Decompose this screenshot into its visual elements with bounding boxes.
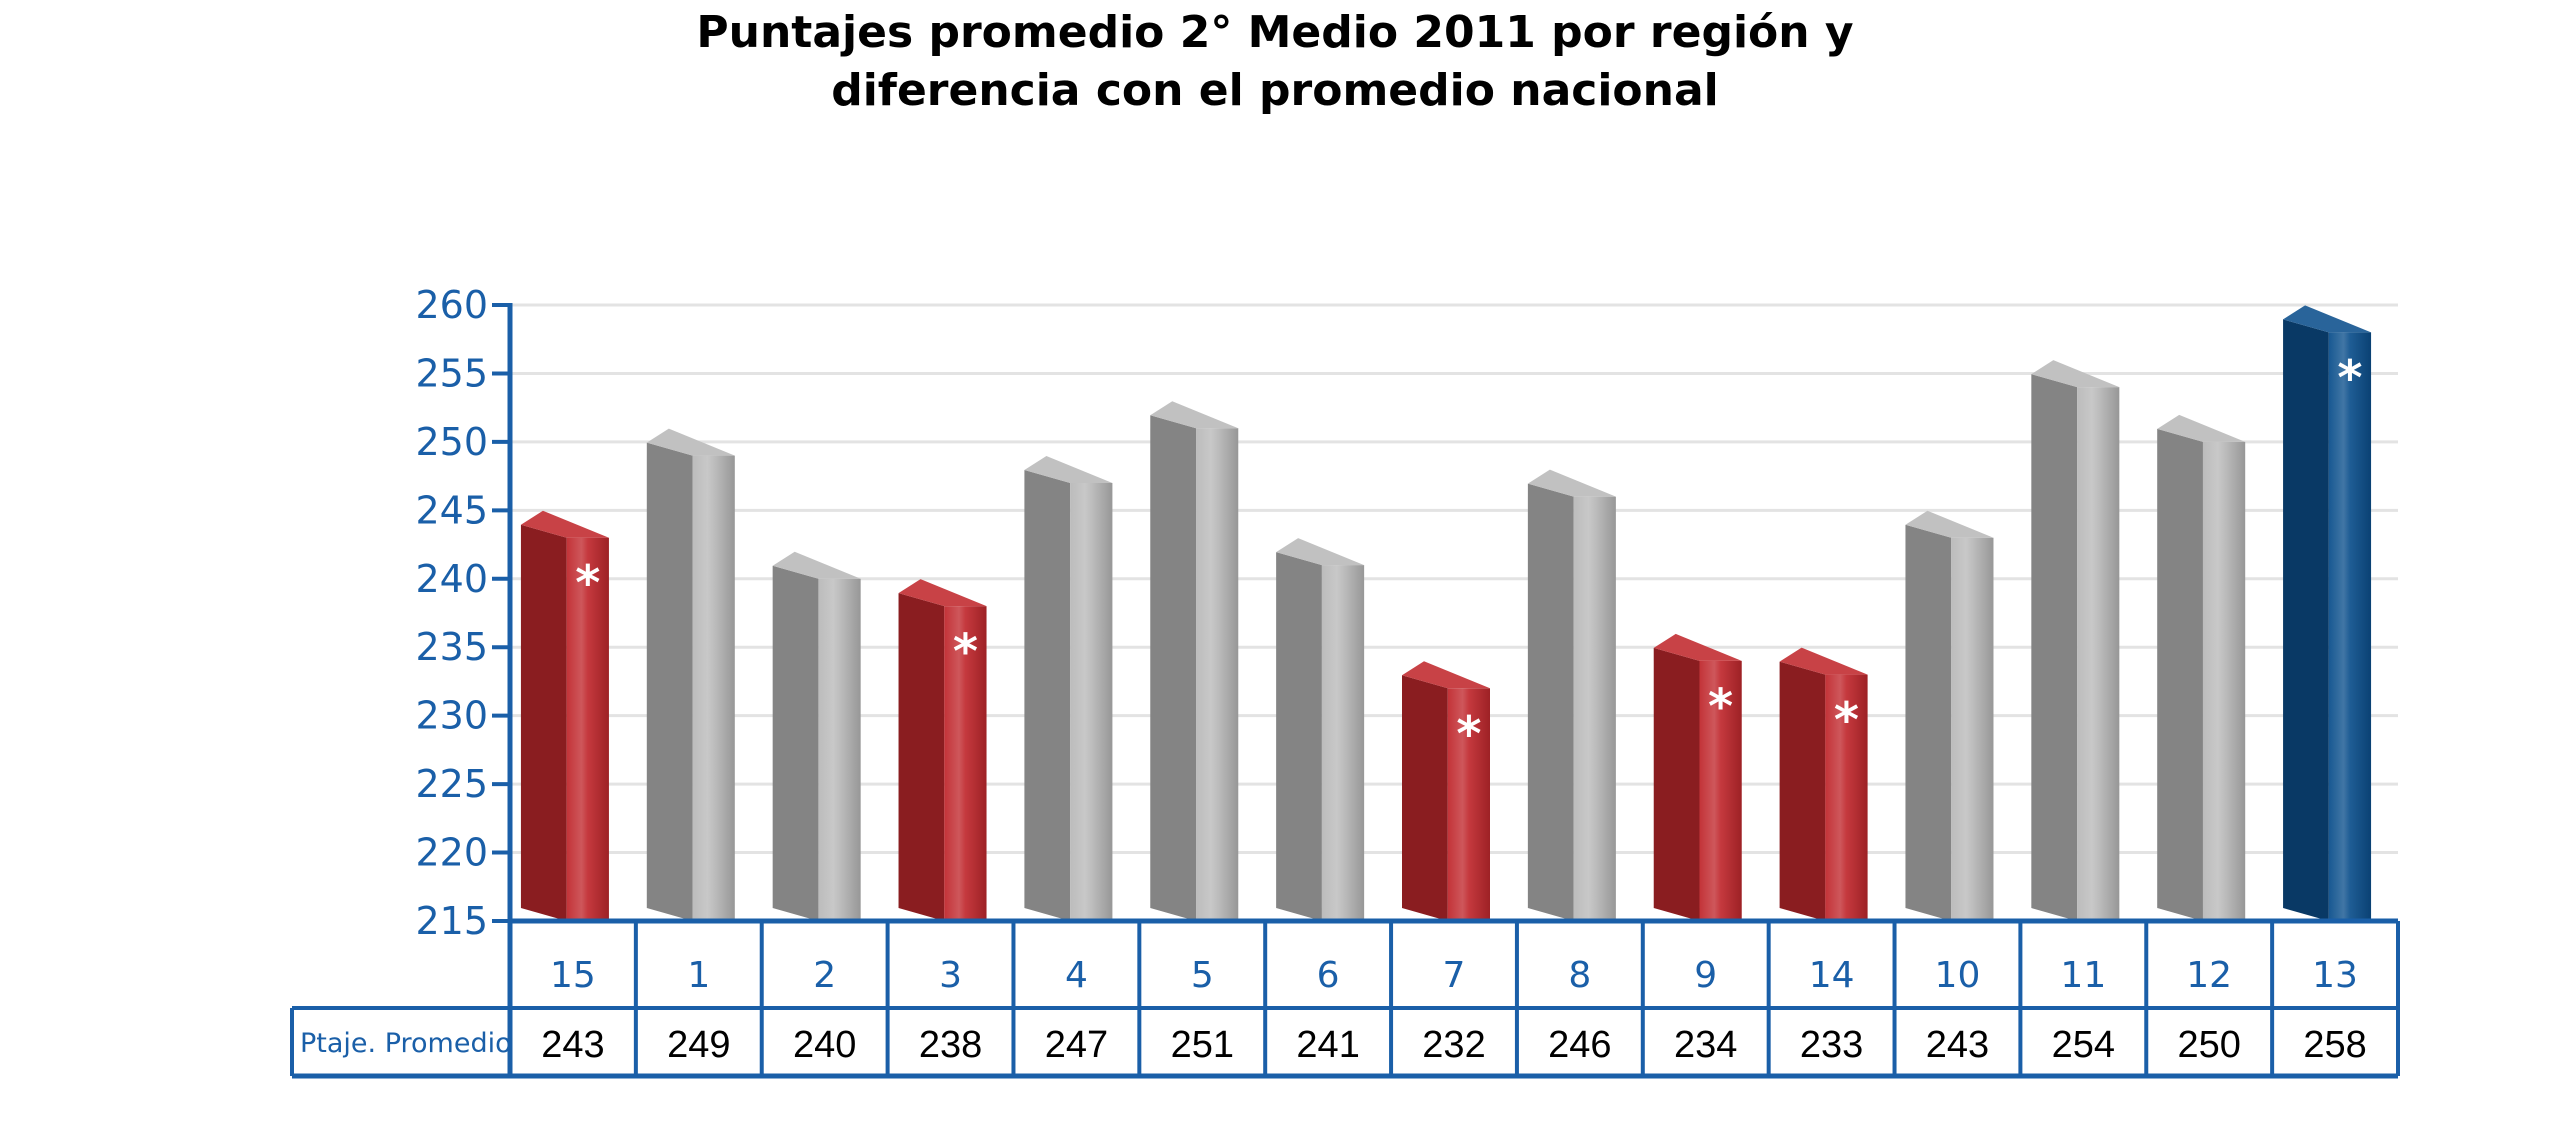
chart-title: Puntajes promedio 2° Medio 2011 por regi… (0, 4, 2550, 120)
data-table-value: 234 (1674, 1024, 1737, 1066)
bar-side (1276, 552, 1322, 921)
bar (2328, 332, 2372, 921)
bar-top (2157, 414, 2246, 442)
y-tick-label: 225 (415, 762, 488, 806)
y-tick-label: 215 (415, 899, 488, 943)
data-table-value: 238 (919, 1024, 982, 1066)
bar-top (1150, 401, 1239, 429)
bar-side (1024, 469, 1071, 921)
x-category-label: 6 (1317, 955, 1340, 996)
bar (944, 606, 987, 921)
chart-title-line-1: Puntajes promedio 2° Medio 2011 por regi… (696, 7, 1854, 58)
bar (692, 455, 735, 921)
bar-top (772, 551, 861, 579)
bar-top (1024, 455, 1113, 483)
table-row-label: Ptaje. Promedio (300, 1028, 512, 1059)
bar-side (646, 442, 693, 921)
y-tick-label: 240 (415, 557, 488, 601)
bar-side (2283, 319, 2329, 921)
bar-top (2283, 305, 2372, 333)
bar (566, 537, 609, 921)
bar (1951, 537, 1994, 921)
bar-side (1779, 661, 1826, 921)
bar-side (1653, 647, 1700, 921)
y-tick-label: 230 (415, 694, 488, 738)
bar-side (898, 593, 945, 921)
x-category-label: 4 (1065, 955, 1088, 996)
x-category-label: 13 (2312, 955, 2358, 996)
bar (1699, 660, 1742, 921)
y-tick-label: 260 (415, 283, 488, 327)
x-category-label: 2 (813, 955, 836, 996)
significance-marker: * (953, 624, 978, 680)
data-table-value: 233 (1800, 1024, 1863, 1066)
bar-top (1527, 469, 1616, 497)
bar-top (646, 428, 735, 456)
y-tick-label: 245 (415, 488, 488, 532)
data-table-value: 247 (1045, 1024, 1108, 1066)
bar-top (2031, 360, 2120, 388)
x-category-label: 7 (1443, 955, 1466, 996)
data-table-value: 258 (2303, 1024, 2366, 1066)
y-tick-label: 250 (415, 420, 488, 464)
bar (1573, 496, 1616, 921)
x-category-label: 3 (939, 955, 962, 996)
significance-marker: * (575, 556, 600, 612)
x-category-label: 8 (1568, 955, 1591, 996)
data-table-value: 241 (1296, 1024, 1359, 1066)
x-category-label: 11 (2060, 955, 2106, 996)
x-category-label: 1 (687, 955, 710, 996)
bar-side (2031, 374, 2078, 922)
data-table-value: 254 (2052, 1024, 2115, 1066)
x-category-label: 9 (1694, 955, 1717, 996)
y-tick-label: 255 (415, 351, 488, 395)
bar (1321, 565, 1365, 921)
x-category-label: 5 (1191, 955, 1214, 996)
y-tick-label: 235 (415, 625, 488, 669)
significance-marker: * (1708, 679, 1733, 735)
data-table-value: 243 (541, 1024, 604, 1066)
bar-side (772, 565, 819, 921)
y-tick-label: 220 (415, 831, 488, 875)
significance-marker: * (1834, 693, 1859, 749)
x-category-label: 14 (1809, 955, 1855, 996)
bar-top (1402, 661, 1490, 689)
significance-marker: * (2337, 350, 2362, 406)
chart-title-line-2: diferencia con el promedio nacional (831, 65, 1719, 116)
bar-top (1653, 633, 1742, 661)
bar (1196, 428, 1239, 921)
data-table-value: 232 (1422, 1024, 1485, 1066)
data-table-value: 249 (667, 1024, 730, 1066)
bar-top (520, 510, 609, 538)
data-table-value: 243 (1926, 1024, 1989, 1066)
bar-side (1905, 524, 1952, 921)
x-category-label: 10 (1935, 955, 1981, 996)
bar (818, 578, 861, 921)
bar-top (1905, 510, 1994, 538)
data-table-value: 240 (793, 1024, 856, 1066)
bar (2202, 441, 2246, 921)
data-table-value: 250 (2177, 1024, 2240, 1066)
bar (2077, 387, 2120, 922)
bar-top (1276, 538, 1365, 566)
x-category-label: 12 (2186, 955, 2232, 996)
bar-top (898, 579, 987, 607)
significance-marker: * (1456, 706, 1481, 762)
bar (1070, 482, 1113, 921)
x-category-label: 15 (550, 955, 596, 996)
bar (1447, 688, 1490, 921)
bar-side (1527, 483, 1574, 921)
bar-side (1150, 415, 1197, 921)
data-table-value: 251 (1171, 1024, 1234, 1066)
bar (1825, 674, 1868, 921)
bar-side (1402, 675, 1448, 921)
data-table-value: 246 (1548, 1024, 1611, 1066)
bar-side (2157, 428, 2203, 921)
bar-side (520, 524, 567, 921)
bar-top (1779, 647, 1868, 675)
